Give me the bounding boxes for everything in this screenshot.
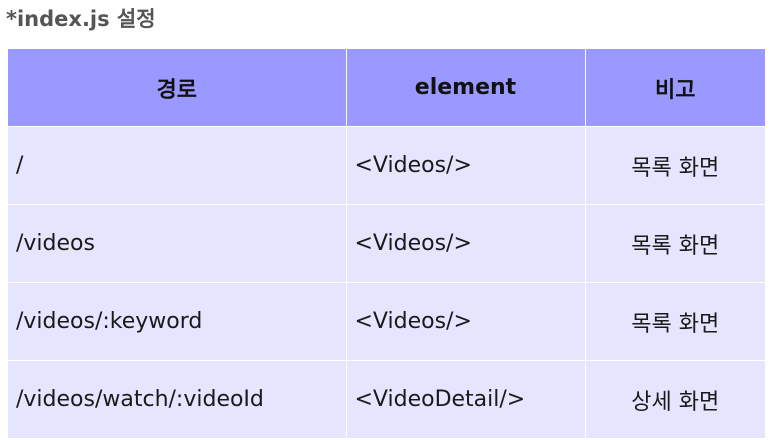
table-row: /videos/:keyword <Videos/> 목록 화면: [8, 282, 765, 361]
table-row: /videos <Videos/> 목록 화면: [8, 204, 765, 283]
route-note-cell: 목록 화면: [585, 126, 765, 205]
route-path-cell: /videos/watch/:videoId: [8, 360, 347, 439]
route-note-cell: 목록 화면: [585, 204, 765, 283]
column-header-note: 비고: [585, 49, 765, 127]
route-note-cell: 상세 화면: [585, 360, 765, 439]
table-header-row: 경로 element 비고: [8, 49, 765, 127]
table-row: / <Videos/> 목록 화면: [8, 126, 765, 205]
route-element-cell: <Videos/>: [346, 126, 586, 205]
column-header-element: element: [346, 49, 586, 127]
route-element-cell: <Videos/>: [346, 204, 586, 283]
routes-table: 경로 element 비고 / <Videos/> 목록 화면 /videos …: [8, 49, 765, 439]
table-row: /videos/watch/:videoId <VideoDetail/> 상세…: [8, 360, 765, 439]
route-note-cell: 목록 화면: [585, 282, 765, 361]
route-path-cell: /videos/:keyword: [8, 282, 347, 361]
route-path-cell: /videos: [8, 204, 347, 283]
column-header-path: 경로: [8, 49, 347, 127]
route-path-cell: /: [8, 126, 347, 205]
route-element-cell: <Videos/>: [346, 282, 586, 361]
route-element-cell: <VideoDetail/>: [346, 360, 586, 439]
page-title: *index.js 설정: [6, 7, 156, 31]
